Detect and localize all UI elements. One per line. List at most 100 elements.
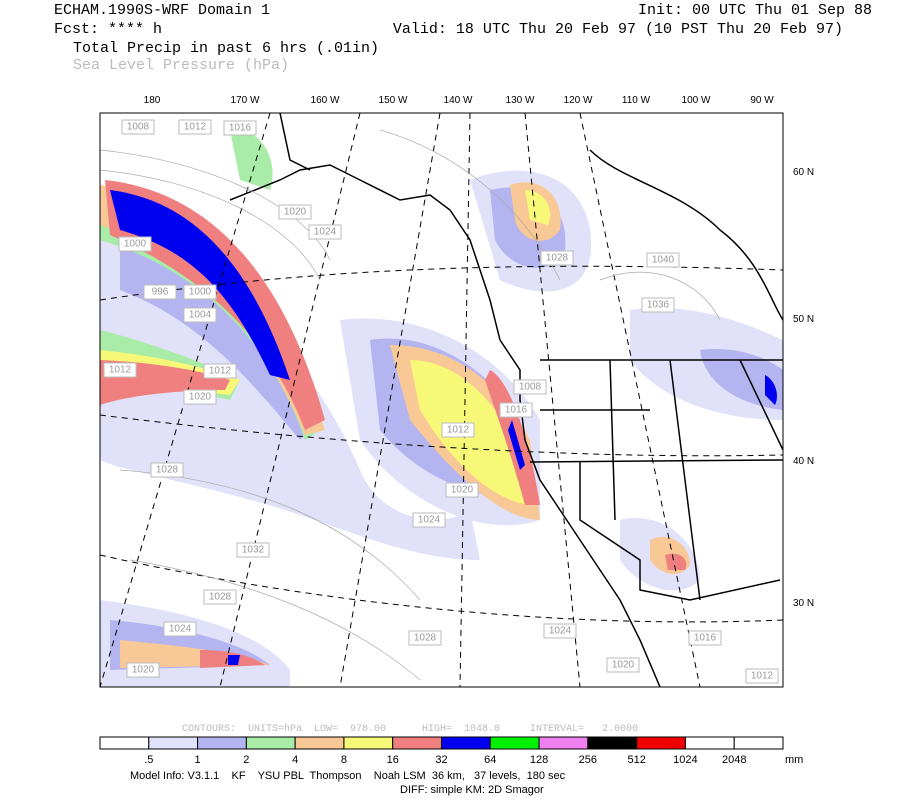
colorbar-swatch: [343, 736, 394, 750]
isobar-label-box: [606, 657, 640, 673]
diff-info: DIFF: simple KM: 2D Smagor: [400, 784, 544, 796]
valid-time: Valid: 18 UTC Thu 20 Feb 97 (10 PST Thu …: [393, 21, 843, 38]
colorbar-swatch: [148, 736, 199, 750]
map: 1008 1012 1016 1020 1024 1000 996 1000 1004 1012 1…: [99, 95, 814, 688]
field-slp: Sea Level Pressure (hPa): [73, 57, 289, 74]
isobar-label-box: [540, 250, 574, 266]
colorbar-swatch: [489, 736, 540, 750]
isobar-label: 1004: [189, 310, 212, 321]
colorbar-label: 256: [579, 754, 597, 766]
isobar-label-box: [121, 119, 155, 135]
colorbar-swatch: [538, 736, 589, 750]
longitude-label: 170 W: [231, 95, 260, 106]
isobar-label: 1016: [694, 633, 717, 644]
colorbar-swatch: [392, 736, 443, 750]
colorbar-label: 2: [243, 754, 249, 766]
isobar-label: 1020: [612, 660, 635, 671]
isobar-label: 1032: [242, 545, 265, 556]
isobar-label-box: [126, 662, 160, 678]
colorbar-swatch: [733, 736, 784, 750]
colorbar-label: 8: [341, 754, 347, 766]
latitude-label: 30 N: [793, 598, 814, 609]
isobar-label: 1036: [647, 300, 670, 311]
isobar-label-box: [745, 668, 779, 684]
isobar-label-box: [183, 284, 217, 300]
colorbar-label: 32: [435, 754, 447, 766]
isobar-label: 1040: [652, 255, 675, 266]
isobar-label-box: [178, 119, 212, 135]
isobar-label: 1028: [414, 633, 437, 644]
isobar-label: 1028: [209, 592, 232, 603]
isobar-label: 1012: [447, 425, 470, 436]
colorbar-swatch: [197, 736, 247, 750]
longitude-label: 90 W: [750, 95, 774, 106]
isobar-label-box: [163, 621, 197, 637]
colorbar-label: 1024: [673, 754, 697, 766]
isobar-label: 1024: [418, 515, 441, 526]
colorbar-label: 4: [292, 754, 298, 766]
isobar-label: 1008: [127, 122, 150, 133]
colorbar-label: 2048: [722, 754, 746, 766]
isobar-label-box: [183, 389, 217, 405]
colorbar-label: 64: [484, 754, 496, 766]
colorbar-label: 16: [387, 754, 399, 766]
isobar-label: 1000: [124, 239, 147, 250]
colorbar-swatch: [636, 736, 686, 750]
isobar-label-box: [183, 307, 217, 323]
longitude-label: 180: [144, 95, 161, 106]
colorbar-swatch: [99, 736, 150, 750]
isobar-label-box: [688, 630, 722, 646]
longitude-label: 110 W: [622, 95, 651, 106]
isobar-label-box: [223, 120, 257, 136]
colorbar-swatch: [294, 736, 345, 750]
colorbar-label: .5: [144, 754, 153, 766]
longitude-label: 120 W: [564, 95, 593, 106]
isobar-label-box: [203, 363, 237, 379]
model-info: Model Info: V3.1.1 KF YSU PBL Thompson N…: [130, 770, 566, 782]
isobar-label: 1020: [451, 485, 474, 496]
isobar-label-box: [543, 623, 577, 639]
latitude-label: 50 N: [793, 314, 814, 325]
isobar-label-box: [150, 462, 184, 478]
colorbar-swatch: [441, 736, 491, 750]
isobar-label: 1012: [109, 365, 132, 376]
latitude-label: 60 N: [793, 167, 814, 178]
colorbar-swatch: [587, 736, 638, 750]
isobar-label-box: [441, 422, 475, 438]
isobar-label-box: [103, 362, 137, 378]
isobar-label-box: [203, 589, 237, 605]
isobar-label-box: [445, 482, 479, 498]
latitude-label: 40 N: [793, 456, 814, 467]
isobar-label-box: [646, 252, 680, 268]
isobar-label-box: [513, 379, 547, 395]
isobar-label-box: [143, 284, 177, 300]
longitude-label: 130 W: [506, 95, 535, 106]
isobar-label: 1020: [284, 207, 307, 218]
colorbar-label: 128: [530, 754, 548, 766]
isobar-label-box: [278, 204, 312, 220]
longitude-label: 100 W: [682, 95, 711, 106]
colorbar: .5 1 2 4 8 16 32 64 128 256 512 1024 2048 mm: [99, 736, 803, 766]
isobar-label: 1024: [549, 626, 572, 637]
isobar-label-box: [408, 630, 442, 646]
longitude-label: 150 W: [379, 95, 408, 106]
isobar-label: 996: [152, 287, 169, 298]
isobar-label-box: [236, 542, 270, 558]
isobar-label: 1024: [314, 227, 337, 238]
field-precip: Total Precip in past 6 hrs (.01in): [73, 40, 379, 57]
isobar-label-box: [118, 236, 152, 252]
isobar-label-box: [499, 402, 533, 418]
isobar-label: 1012: [184, 122, 207, 133]
longitude-label: 140 W: [444, 95, 473, 106]
isobar-label-box: [412, 512, 446, 528]
isobar-label: 1028: [156, 465, 179, 476]
title: ECHAM.1990S-WRF Domain 1: [54, 2, 270, 19]
isobar-label: 1016: [505, 405, 528, 416]
contour-info: CONTOURS: UNITS=hPa LOW= 978.00 HIGH= 10…: [182, 723, 638, 735]
colorbar-unit: mm: [785, 754, 803, 766]
isobar-label: 1012: [751, 671, 774, 682]
colorbar-label: 512: [627, 754, 645, 766]
isobar-label: 1008: [519, 382, 542, 393]
isobar-label: 1020: [189, 392, 212, 403]
